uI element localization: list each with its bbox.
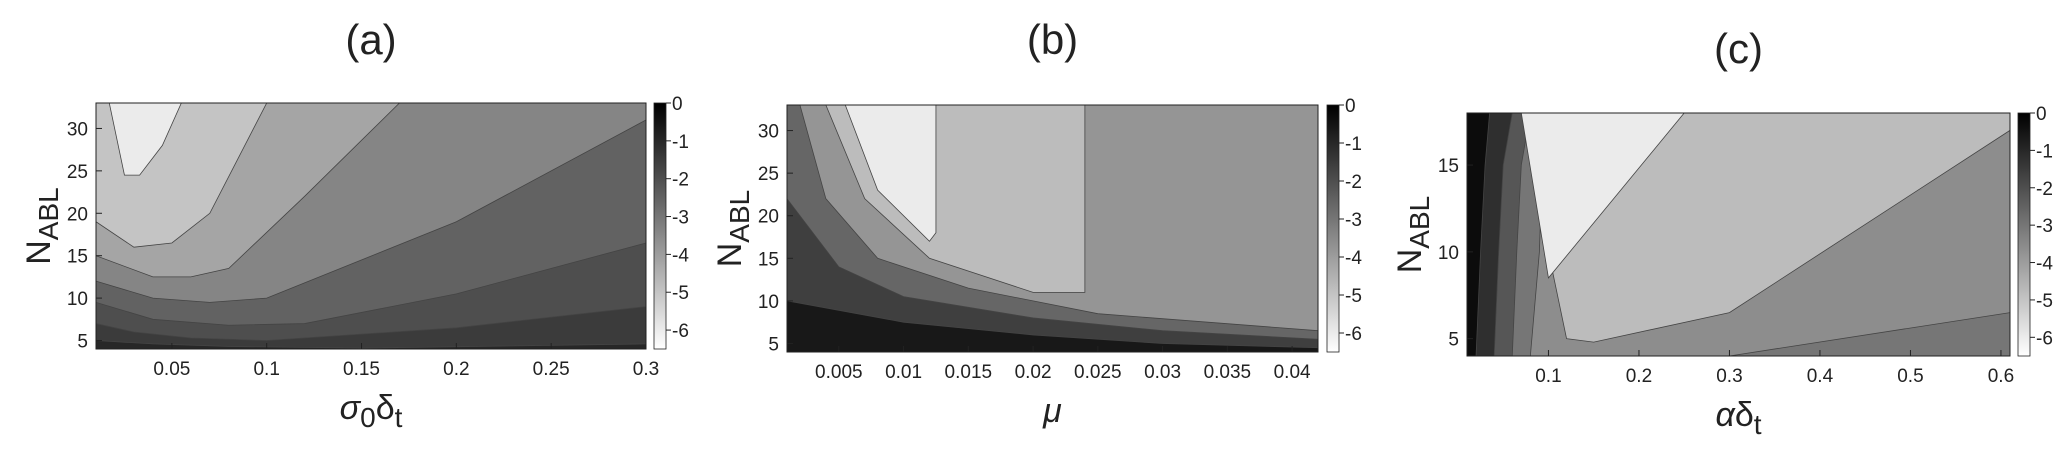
colorbar-tick-label: -4 (672, 245, 689, 266)
label-part: t (1754, 409, 1762, 440)
x-tick-label: 0.6 (1988, 366, 2014, 387)
panel: 0.1 0.2 0.3 0.4 0.5 0.6 5 10 15 (c) αδt NABL 0 -1 -2 -3… (1391, 25, 2053, 440)
label-part: α (1715, 396, 1736, 434)
colorbar-tick-label: -6 (672, 321, 689, 342)
colorbar-tick-label: -2 (1345, 172, 1362, 193)
colorbar-tick-label: -3 (2036, 216, 2053, 237)
colorbar-tick-label: 0 (672, 94, 683, 115)
colorbar-tick-label: -6 (2036, 328, 2053, 349)
colorbar (2017, 112, 2031, 357)
x-tick-label: 0.01 (885, 362, 922, 383)
y-tick-label: 5 (768, 334, 779, 355)
x-tick-label: 0.2 (443, 359, 469, 380)
colorbar-tick-label: -6 (1345, 324, 1362, 345)
label-part: N (711, 243, 749, 268)
x-tick-label: 0.2 (1626, 366, 1652, 387)
colorbar-tick-label: -2 (2036, 179, 2053, 200)
regions (96, 103, 646, 349)
colorbar-tick-label: -5 (672, 283, 689, 304)
y-tick-label: 10 (758, 292, 779, 313)
label-part: ABL (1404, 196, 1435, 249)
y-tick-label: 30 (758, 122, 779, 143)
colorbar-tick-label: -4 (2036, 254, 2053, 275)
x-axis-label: μ (1042, 392, 1062, 430)
regions (787, 105, 1318, 352)
y-tick-label: 25 (758, 164, 779, 185)
y-tick-label: 25 (67, 162, 88, 183)
panel-title: (a) (345, 16, 396, 63)
x-tick-label: 0.03 (1144, 362, 1181, 383)
colorbar (653, 102, 667, 350)
contour-region (844, 105, 937, 242)
x-tick-label: 0.035 (1204, 362, 1252, 383)
x-tick-label: 0.5 (1897, 366, 1923, 387)
x-tick-label: 0.4 (1807, 366, 1834, 387)
label-part: 0 (360, 402, 376, 433)
y-tick-label: 5 (1448, 330, 1459, 351)
x-tick-label: 0.1 (253, 359, 279, 380)
x-tick-label: 0.25 (533, 359, 570, 380)
label-part: δ (1735, 396, 1754, 434)
y-axis-label: NABL (20, 187, 64, 265)
x-tick-label: 0.05 (153, 359, 190, 380)
label-part: t (395, 402, 403, 433)
axes-frame (95, 102, 647, 350)
contour-region (1520, 113, 1685, 279)
x-tick-label: 0.005 (815, 362, 863, 383)
colorbar-tick-label: -5 (1345, 286, 1362, 307)
x-axis-label: αδt (1715, 396, 1761, 440)
colorbar-tick-label: -1 (672, 132, 689, 153)
x-tick-label: 0.1 (1535, 366, 1561, 387)
x-tick-label: 0.02 (1015, 362, 1052, 383)
x-tick-label: 0.3 (1716, 366, 1742, 387)
colorbar-tick-label: -2 (672, 170, 689, 191)
panel-title: (b) (1027, 16, 1078, 63)
panel: 0.005 0.01 0.015 0.02 0.025 0.03 0.035 0.04 5 10 1… (711, 16, 1362, 430)
y-tick-label: 15 (1438, 156, 1459, 177)
contour-region (108, 103, 182, 176)
colorbar-tick-label: -5 (2036, 291, 2053, 312)
x-tick-label: 0.15 (343, 359, 380, 380)
label-part: δ (376, 389, 395, 427)
x-tick-label: 0.04 (1274, 362, 1311, 383)
y-axis-label: NABL (711, 190, 755, 268)
x-tick-label: 0.015 (945, 362, 993, 383)
axes-frame (786, 104, 1319, 353)
colorbar-tick-label: 0 (2036, 104, 2047, 125)
y-axis-label: NABL (1391, 196, 1435, 274)
y-tick-label: 15 (67, 247, 88, 268)
y-tick-label: 20 (67, 204, 88, 225)
axes-frame (1466, 112, 2011, 357)
label-part: N (1391, 249, 1429, 274)
label-part: N (20, 240, 58, 265)
y-tick-label: 20 (758, 207, 779, 228)
contour-region (1538, 113, 2010, 343)
colorbar-tick-label: -1 (1345, 134, 1362, 155)
colorbar-tick-label: -1 (2036, 141, 2053, 162)
colorbar-tick-label: -3 (1345, 210, 1362, 231)
colorbar (1326, 104, 1340, 353)
y-tick-label: 10 (1438, 243, 1459, 264)
colorbar-tick-label: 0 (1345, 96, 1356, 117)
panel: 0.05 0.1 0.15 0.2 0.25 0.351015202530(a)σ0δtN… (20, 16, 689, 433)
regions (1467, 113, 2010, 356)
label-part: μ (1042, 392, 1062, 430)
panel-title: (c) (1714, 25, 1763, 72)
label-part: ABL (724, 190, 755, 243)
y-tick-label: 5 (77, 332, 88, 353)
label-part: ABL (33, 187, 64, 240)
colorbar-tick-label: -4 (1345, 248, 1362, 269)
y-tick-label: 30 (67, 119, 88, 140)
y-tick-label: 10 (67, 289, 88, 310)
x-axis-label: σ0δt (340, 389, 403, 433)
colorbar-tick-label: -3 (672, 208, 689, 229)
x-tick-label: 0.3 (633, 359, 659, 380)
y-tick-label: 15 (758, 249, 779, 270)
x-tick-label: 0.025 (1074, 362, 1122, 383)
label-part: σ (340, 389, 362, 427)
